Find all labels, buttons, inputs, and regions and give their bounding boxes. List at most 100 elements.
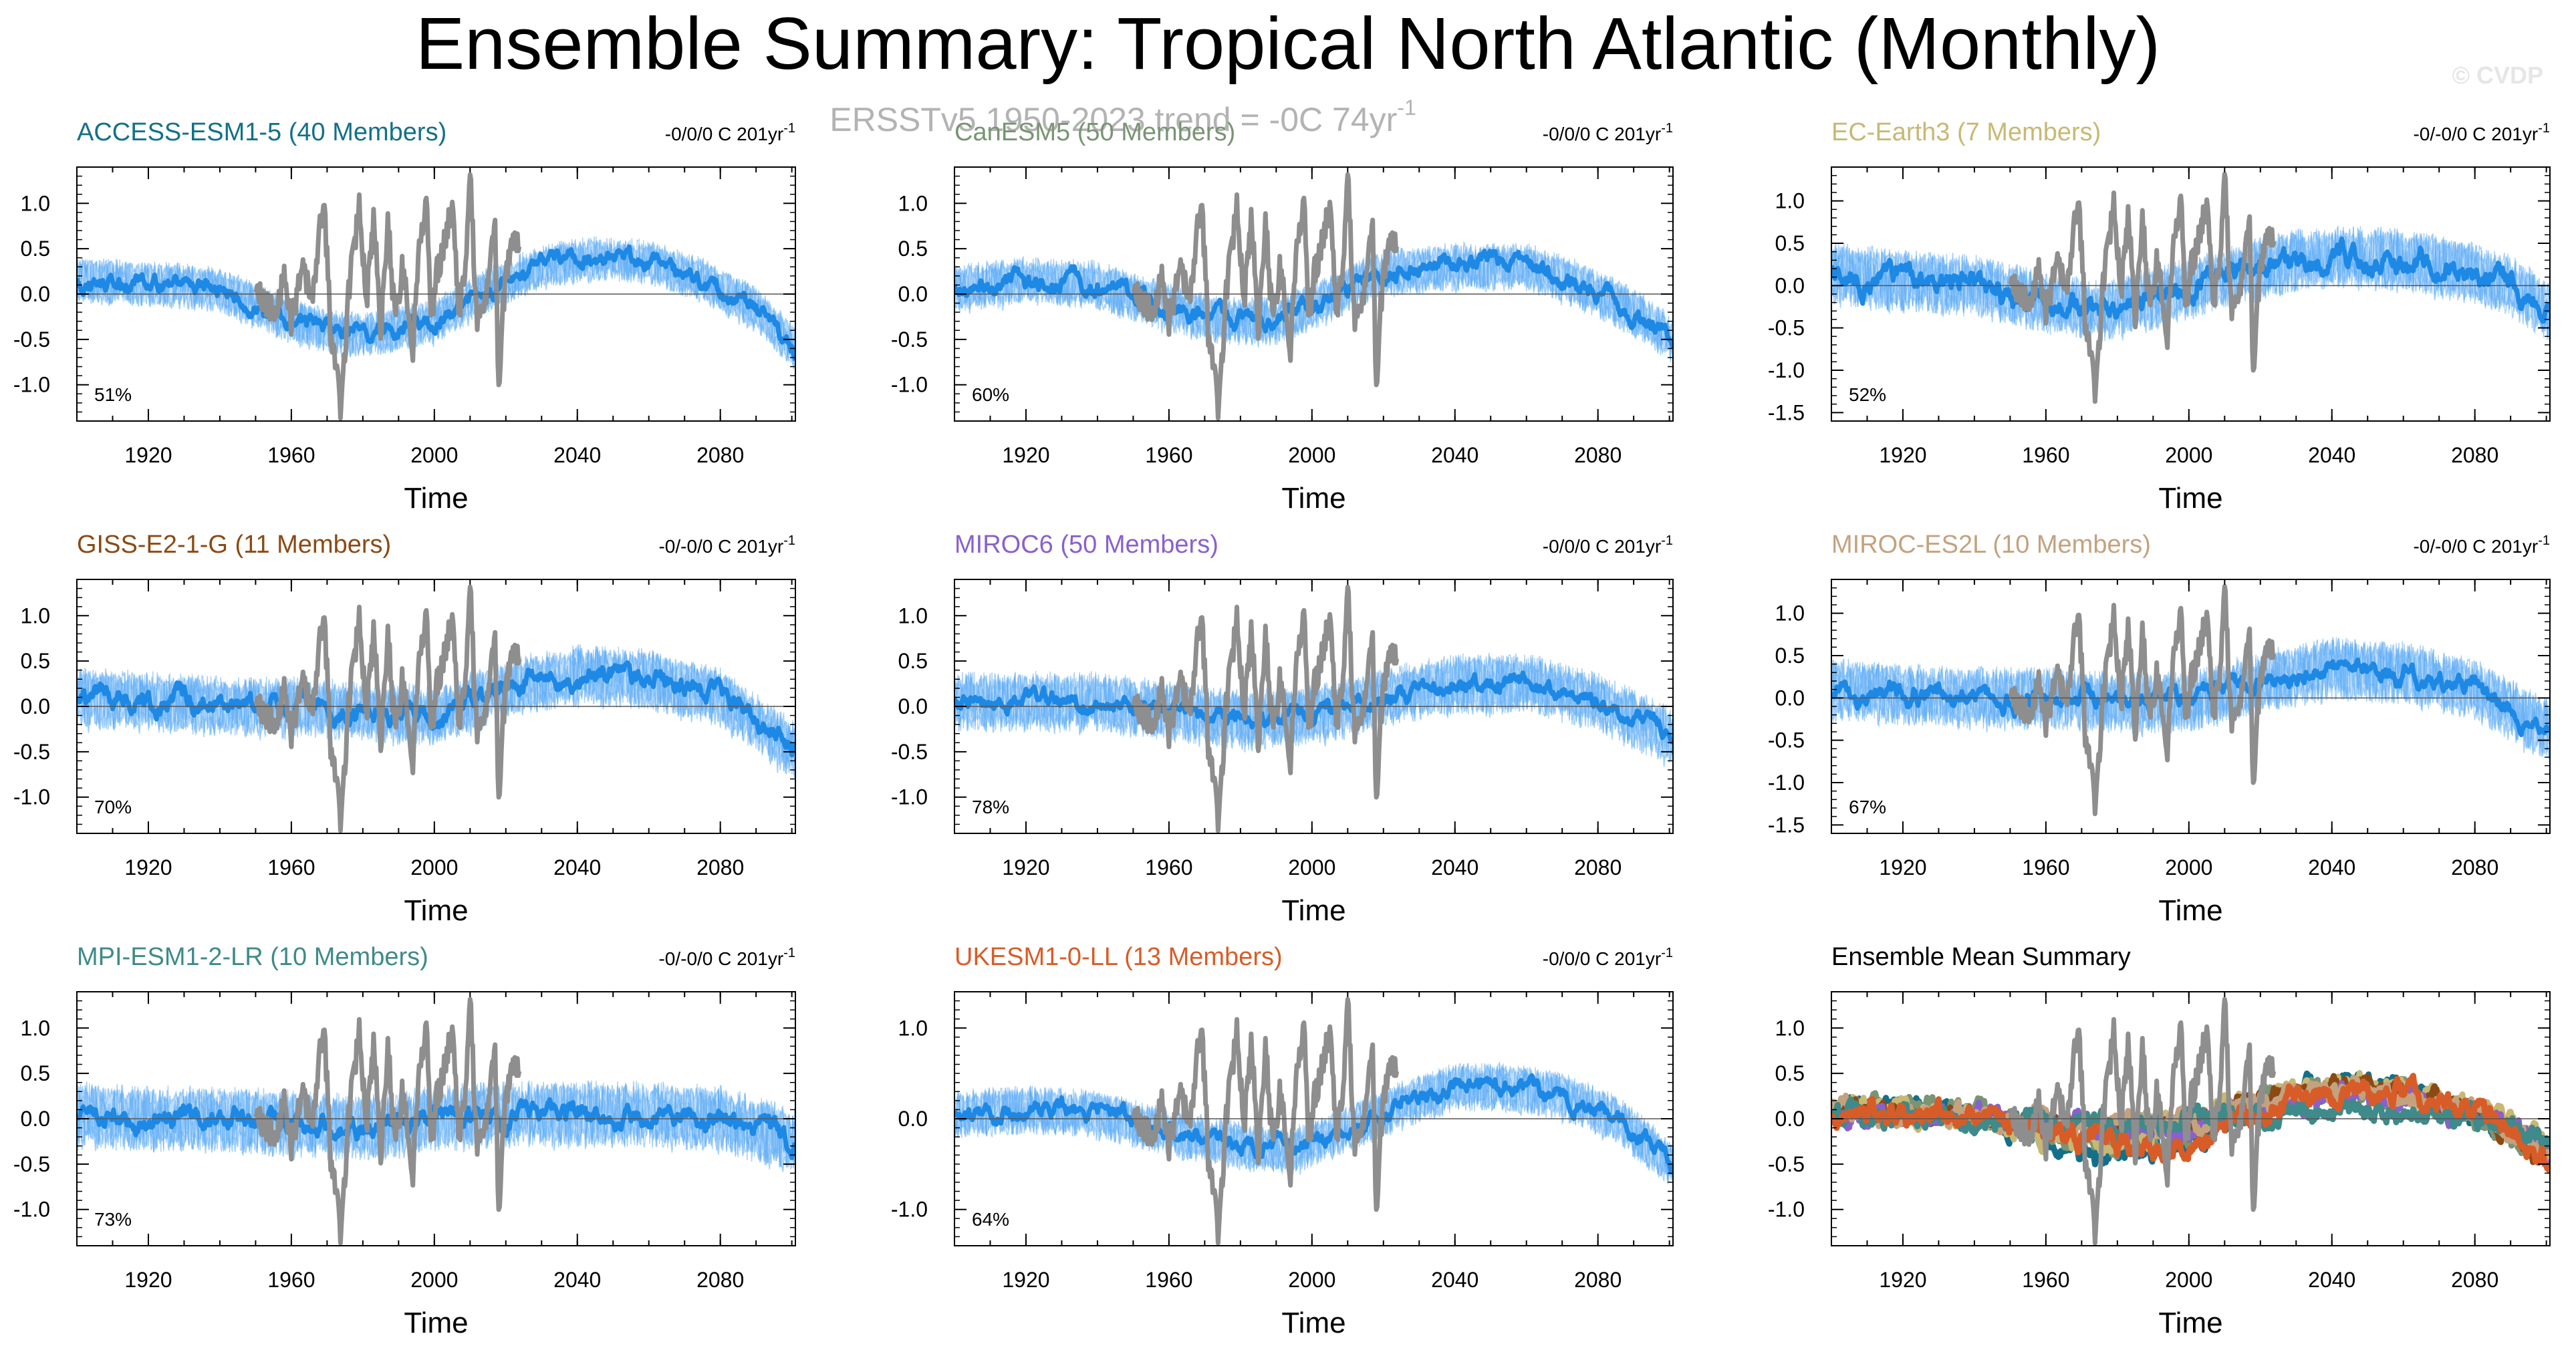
y-tick-label: -1.0 — [13, 785, 50, 809]
chart-panel: 1920 1960 2000 2040 2080 1.0 0.5 0.0 -0.5 -1.0 -1.… — [1768, 531, 2551, 927]
y-tick-label: -1.0 — [13, 1198, 50, 1222]
x-axis-label: Time — [1281, 1307, 1345, 1339]
trend-annotation: -0/0/0 C 201yr-1 — [1543, 121, 1673, 144]
chart-panel: 1920 1960 2000 2040 2080 1.0 0.5 0.0 -0.5 -1.0 Tim… — [1768, 943, 2551, 1339]
x-axis-label: Time — [2158, 482, 2222, 515]
x-tick-label: 1920 — [1002, 855, 1049, 879]
x-tick-label: 2040 — [1431, 443, 1478, 467]
watermark: © CVDP — [2452, 61, 2543, 89]
x-tick-label: 1920 — [1879, 1268, 1926, 1292]
observations-line — [1131, 996, 1400, 1246]
observations-line — [2008, 171, 2277, 404]
y-tick-label: 1.0 — [21, 191, 50, 215]
x-tick-label: 2080 — [2451, 855, 2498, 879]
percent-label: 73% — [94, 1209, 132, 1230]
y-tick-label: 1.0 — [898, 191, 928, 215]
percent-label: 70% — [94, 797, 132, 817]
y-tick-label: 0.0 — [898, 1107, 928, 1131]
panel-title: UKESM1-0-LL (13 Members) — [954, 943, 1283, 971]
x-axis-label: Time — [2158, 894, 2222, 927]
y-tick-label: 0.5 — [898, 237, 928, 261]
y-tick-label: 0.5 — [1775, 644, 1805, 668]
series-line-7 — [1831, 1073, 2550, 1174]
chart-panel: 1920 1960 2000 2040 2080 1.0 0.5 0.0 -0.5 -1.0 Tim… — [891, 118, 1674, 515]
x-tick-label: 1920 — [1879, 855, 1926, 879]
x-tick-label: 1920 — [1002, 443, 1049, 467]
chart-panel: 1920 1960 2000 2040 2080 1.0 0.5 0.0 -0.5 -1.0 Tim… — [13, 118, 796, 515]
y-tick-label: 0.0 — [21, 1107, 50, 1131]
percent-label: 52% — [1849, 384, 1886, 405]
x-tick-label: 2040 — [2308, 855, 2355, 879]
panel-title: MIROC-ES2L (10 Members) — [1831, 531, 2151, 559]
y-tick-label: 0.0 — [21, 694, 50, 718]
trend-annotation: -0/-0/0 C 201yr-1 — [658, 946, 795, 969]
y-tick-label: 0.0 — [1775, 273, 1805, 297]
trend-annotation-text: -0/-0/0 C 201yr — [2413, 536, 2538, 557]
ensemble-member-line — [954, 1063, 1673, 1184]
trend-annotation-sup: -1 — [2538, 533, 2550, 548]
trend-annotation-text: -0/0/0 C 201yr — [1543, 124, 1661, 144]
x-tick-label: 1960 — [1145, 1268, 1192, 1292]
y-tick-label: -0.5 — [13, 327, 50, 352]
y-tick-label: -1.5 — [1768, 813, 1805, 837]
chart-panel: 1920 1960 2000 2040 2080 1.0 0.0 -1.0 Time UKESM1… — [891, 943, 1674, 1339]
y-tick-label: -0.5 — [13, 740, 50, 764]
x-tick-label: 1960 — [1145, 443, 1192, 467]
x-tick-label: 1960 — [267, 855, 315, 879]
y-tick-label: -1.0 — [1768, 1198, 1805, 1222]
trend-annotation-sup: -1 — [1661, 533, 1673, 548]
y-tick-label: -0.5 — [1768, 728, 1805, 753]
trend-annotation-sup: -1 — [1661, 946, 1673, 960]
x-axis-label: Time — [1281, 482, 1345, 515]
trend-annotation-text: -0/-0/0 C 201yr — [2413, 124, 2538, 144]
x-tick-label: 2040 — [1431, 855, 1478, 879]
y-tick-label: 1.0 — [898, 1016, 928, 1040]
ensemble-mean-line — [77, 244, 795, 362]
percent-label: 67% — [1849, 797, 1886, 817]
x-tick-label: 2040 — [2308, 443, 2355, 467]
y-tick-label: -1.5 — [1768, 400, 1805, 424]
x-tick-label: 2080 — [1574, 855, 1622, 879]
observations-line — [253, 584, 522, 833]
ensemble-mean-line — [1831, 236, 2550, 324]
x-axis-label: Time — [404, 1307, 468, 1339]
y-tick-label: 1.0 — [21, 603, 50, 628]
ensemble-member-line — [77, 1080, 795, 1170]
x-tick-label: 2040 — [553, 1268, 601, 1292]
percent-label: 64% — [972, 1209, 1009, 1230]
x-tick-label: 2000 — [410, 855, 458, 879]
trend-annotation-sup: -1 — [783, 946, 795, 960]
y-tick-label: 0.5 — [1775, 1061, 1805, 1085]
trend-annotation-text: -0/0/0 C 201yr — [665, 124, 783, 144]
observations-line — [253, 996, 522, 1246]
chart-panel: 1920 1960 2000 2040 2080 1.0 0.5 0.0 -0.5 -1.0 -1.… — [1768, 118, 2551, 515]
percent-label: 51% — [94, 384, 132, 405]
x-tick-label: 2000 — [410, 443, 458, 467]
panel-title: MIROC6 (50 Members) — [954, 531, 1218, 559]
x-tick-label: 1960 — [2022, 855, 2069, 879]
trend-annotation-sup: -1 — [1661, 121, 1673, 136]
x-tick-label: 2000 — [1288, 443, 1335, 467]
plot-area — [77, 172, 795, 421]
y-tick-label: 0.5 — [21, 1061, 50, 1085]
x-tick-label: 2000 — [2165, 855, 2212, 879]
trend-annotation: -0/0/0 C 201yr-1 — [1543, 946, 1673, 969]
x-tick-label: 1960 — [2022, 443, 2069, 467]
y-tick-label: -1.0 — [891, 373, 928, 397]
plot-area — [77, 996, 795, 1246]
trend-annotation: -0/-0/0 C 201yr-1 — [658, 533, 795, 557]
x-tick-label: 2040 — [1431, 1268, 1478, 1292]
x-axis-label: Time — [1281, 894, 1345, 927]
trend-annotation-text: -0/0/0 C 201yr — [1543, 536, 1661, 557]
trend-annotation-sup: -1 — [783, 121, 795, 136]
y-tick-label: -0.5 — [891, 327, 928, 352]
trend-annotation: -0/-0/0 C 201yr-1 — [2413, 533, 2550, 557]
observations-subtitle: ERSSTv5 1950-2023 trend = -0C 74yr-1 — [829, 96, 1416, 138]
trend-annotation: -0/0/0 C 201yr-1 — [665, 121, 795, 144]
y-tick-label: -0.5 — [1768, 316, 1805, 340]
percent-label: 60% — [972, 384, 1009, 405]
x-axis-label: Time — [404, 482, 468, 515]
y-tick-label: 1.0 — [898, 603, 928, 628]
plot-area — [954, 996, 1673, 1246]
